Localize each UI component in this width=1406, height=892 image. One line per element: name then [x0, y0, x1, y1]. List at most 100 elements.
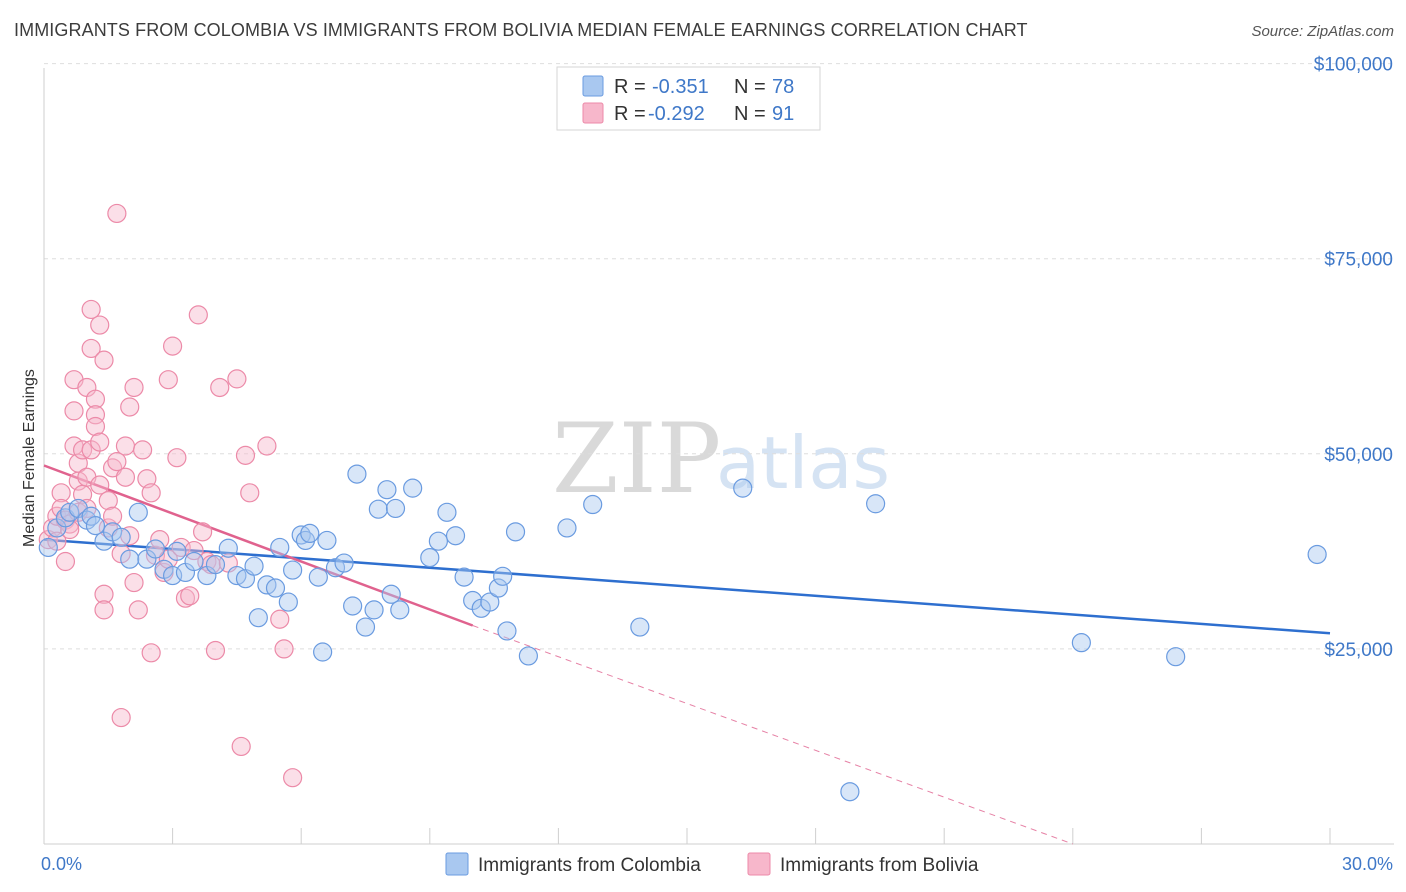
- bolivia-point: [111, 707, 131, 728]
- legend-r-label-colombia: R =: [614, 76, 646, 98]
- bolivia-point: [124, 377, 144, 398]
- colombia-point: [480, 592, 500, 612]
- x-tick-label: 0.0%: [41, 854, 82, 874]
- bolivia-trend-extension: [472, 625, 1073, 845]
- correlation-legend: R = -0.351 N = 78 R = -0.292 N = 91: [556, 66, 821, 131]
- bolivia-point: [90, 315, 110, 335]
- colombia-point: [334, 553, 354, 573]
- colombia-points: [38, 464, 1327, 802]
- bolivia-point: [94, 600, 114, 620]
- colombia-trend-line: [43, 538, 1331, 635]
- legend-n-value-colombia: 78: [772, 76, 794, 98]
- bottom-legend-label-bolivia: Immigrants from Bolivia: [780, 855, 979, 876]
- colombia-point: [390, 600, 410, 620]
- series-legend: Immigrants from Colombia Immigrants from…: [445, 852, 979, 876]
- colombia-point: [184, 551, 204, 572]
- bolivia-point: [90, 475, 110, 495]
- y-tick-label: $50,000: [1324, 445, 1393, 466]
- bolivia-point: [231, 736, 251, 757]
- y-axis-label: Median Female Earnings: [21, 369, 38, 547]
- bolivia-point: [150, 530, 170, 550]
- colombia-point: [420, 547, 440, 568]
- colombia-point: [111, 527, 131, 547]
- legend-n-value-bolivia: 91: [772, 103, 794, 125]
- bolivia-point: [98, 491, 118, 511]
- legend-n-label-bolivia: N =: [734, 103, 766, 125]
- bolivia-point: [270, 609, 290, 629]
- y-tick-label: $100,000: [1314, 55, 1393, 76]
- bolivia-point: [283, 768, 303, 788]
- colombia-point: [248, 608, 268, 628]
- chart-title: IMMIGRANTS FROM COLOMBIA VS IMMIGRANTS F…: [14, 20, 1028, 40]
- y-tick-label: $25,000: [1324, 640, 1393, 661]
- colombia-point: [120, 549, 140, 569]
- colombia-point: [145, 539, 166, 559]
- y-tick-label: $75,000: [1324, 250, 1393, 271]
- colombia-point: [583, 494, 603, 515]
- bolivia-point: [141, 483, 161, 503]
- bolivia-point: [205, 640, 226, 661]
- bolivia-point: [90, 432, 110, 452]
- watermark-zip: ZIP: [552, 403, 721, 515]
- colombia-point: [488, 578, 508, 598]
- colombia-point: [385, 498, 406, 519]
- colombia-point: [557, 518, 577, 538]
- watermark-atlas: atlas: [716, 421, 890, 505]
- bolivia-point: [85, 416, 106, 437]
- colombia-point: [445, 526, 466, 546]
- colombia-point: [38, 537, 58, 558]
- bolivia-point: [128, 600, 148, 620]
- colombia-point: [81, 506, 101, 526]
- bottom-legend-label-colombia: Immigrants from Colombia: [478, 855, 701, 876]
- bolivia-trend-line: [43, 464, 474, 627]
- bolivia-points: [38, 203, 303, 788]
- bolivia-point: [102, 506, 123, 526]
- bolivia-point: [81, 338, 101, 359]
- bolivia-point: [94, 350, 114, 370]
- legend-r-value-colombia: -0.351: [652, 76, 709, 98]
- bolivia-point: [51, 483, 71, 503]
- colombia-point: [85, 515, 106, 536]
- bolivia-point: [124, 572, 144, 593]
- x-tick-labels: 0.0% 30.0%: [41, 854, 1393, 874]
- bolivia-point: [274, 639, 294, 659]
- colombia-point: [1307, 544, 1327, 565]
- colombia-point: [205, 555, 226, 575]
- bolivia-point: [107, 203, 127, 224]
- colombia-point: [308, 567, 328, 587]
- bolivia-point: [167, 448, 187, 468]
- colombia-point: [454, 567, 474, 587]
- bolivia-point: [132, 440, 153, 460]
- colombia-point: [355, 617, 376, 637]
- colombia-point: [167, 541, 187, 561]
- colombia-point: [866, 494, 886, 514]
- bolivia-point: [180, 586, 200, 606]
- bolivia-point: [55, 551, 76, 572]
- colombia-point: [377, 480, 397, 500]
- bolivia-point: [107, 452, 127, 472]
- colombia-point: [313, 642, 333, 662]
- bolivia-point: [227, 369, 247, 389]
- colombia-point: [1071, 633, 1091, 653]
- bolivia-point: [64, 401, 84, 421]
- x-tick-label: 30.0%: [1342, 854, 1393, 874]
- bolivia-point: [115, 436, 136, 456]
- x-axis-ticks: [43, 828, 1331, 844]
- colombia-point: [128, 502, 148, 522]
- colombia-point: [428, 531, 448, 551]
- bolivia-point: [141, 643, 161, 663]
- bolivia-point: [158, 370, 178, 390]
- legend-swatch-bolivia: [582, 102, 604, 124]
- colombia-point: [347, 464, 367, 484]
- colombia-point: [497, 621, 517, 641]
- colombia-point: [1166, 647, 1186, 667]
- colombia-point: [283, 560, 303, 580]
- colombia-point: [630, 617, 650, 637]
- colombia-point: [381, 584, 401, 604]
- bolivia-point: [115, 467, 136, 487]
- colombia-point: [368, 499, 388, 519]
- colombia-point: [437, 502, 457, 522]
- legend-r-label-bolivia: R =: [614, 103, 646, 125]
- colombia-point: [278, 592, 298, 612]
